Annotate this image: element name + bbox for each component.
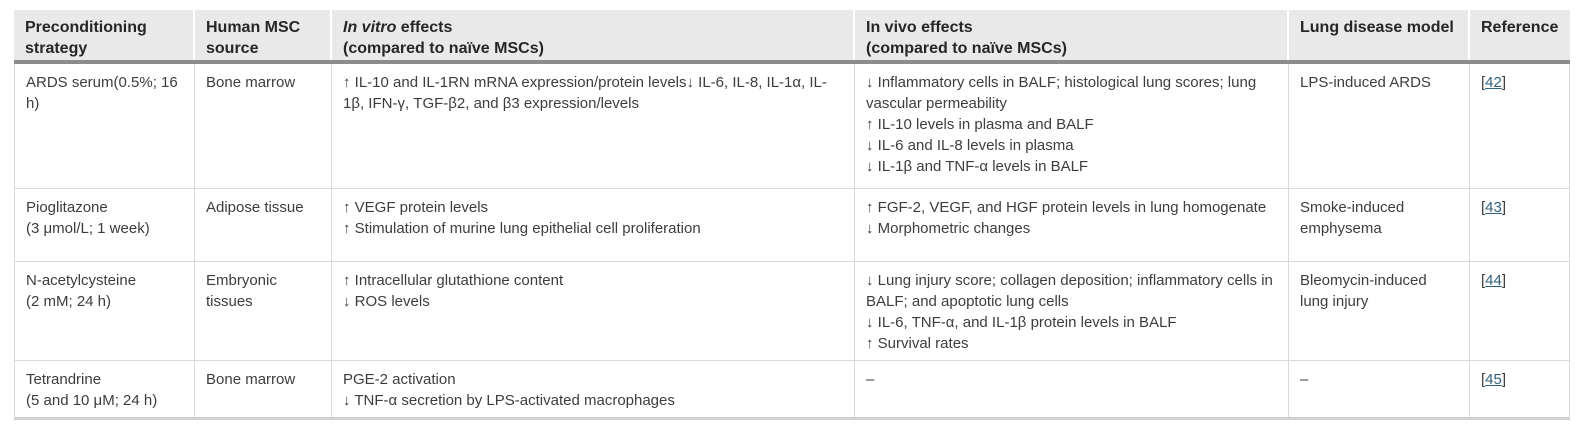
cell-strategy: N-acetylcysteine (2 mM; 24 h)	[15, 262, 194, 360]
cell-model: LPS-induced ARDS	[1288, 64, 1469, 188]
ref-bracket-open: [	[1481, 371, 1486, 388]
ref-bracket-open: [	[1481, 272, 1486, 289]
effect-line: ↑ IL-10 and IL-1RN mRNA expression/prote…	[343, 74, 827, 112]
cell-model: Bleomycin-induced lung injury	[1288, 262, 1469, 360]
strategy-text: Pioglitazone	[26, 199, 108, 216]
ref-bracket-close: ]	[1501, 199, 1507, 216]
header-in-vitro-italic: In vitro	[343, 19, 397, 36]
ref-bracket-open: [	[1481, 199, 1486, 216]
cell-model: Smoke-induced emphysema	[1288, 189, 1469, 261]
effect-line: ↓ Morphometric changes	[866, 220, 1031, 237]
cell-source: Bone marrow	[194, 64, 331, 188]
cell-model: –	[1288, 361, 1469, 417]
cell-source: Adipose tissue	[194, 189, 331, 261]
cell-in-vitro: ↑ IL-10 and IL-1RN mRNA expression/prote…	[331, 64, 854, 188]
msc-preconditioning-table: Preconditioning strategy Human MSC sourc…	[14, 10, 1570, 420]
effect-line: –	[866, 371, 875, 388]
cell-reference: [44]	[1469, 262, 1571, 360]
reference-link-42[interactable]: 42	[1485, 74, 1502, 91]
effect-line: PGE-2 activation	[343, 371, 456, 388]
reference-link-43[interactable]: 43	[1485, 199, 1502, 216]
effect-line: ↓ ROS levels	[343, 293, 430, 310]
effect-line: ↑ IL-10 levels in plasma and BALF	[866, 116, 1094, 133]
cell-reference: [45]	[1469, 361, 1571, 417]
effect-line: ↑ FGF-2, VEGF, and HGF protein levels in…	[866, 199, 1267, 216]
strategy-detail: (5 and 10 μM; 24 h)	[26, 392, 158, 409]
effect-line: ↓ IL-1β and TNF-α levels in BALF	[866, 158, 1089, 175]
header-lung-disease-model: Lung disease model	[1287, 10, 1468, 60]
effect-line: ↓ Inflammatory cells in BALF; histologic…	[866, 74, 1257, 112]
cell-in-vivo: ↓ Lung injury score; collagen deposition…	[854, 262, 1288, 360]
table-body: ARDS serum(0.5%; 16 h) Bone marrow ↑ IL-…	[14, 64, 1570, 417]
table-row: Pioglitazone (3 μmol/L; 1 week) Adipose …	[15, 188, 1569, 261]
ref-bracket-close: ]	[1501, 371, 1507, 388]
header-human-msc-source: Human MSC source	[193, 10, 330, 60]
header-in-vitro-subtitle: (compared to naïve MSCs)	[343, 40, 544, 57]
strategy-detail: (2 mM; 24 h)	[26, 293, 112, 310]
effect-line: ↓ IL-6, TNF-α, and IL-1β protein levels …	[866, 314, 1177, 331]
table-row: ARDS serum(0.5%; 16 h) Bone marrow ↑ IL-…	[15, 64, 1569, 188]
effect-line: ↓ TNF-α secretion by LPS-activated macro…	[343, 392, 675, 409]
effect-line: ↑ Intracellular glutathione content	[343, 272, 564, 289]
cell-strategy: ARDS serum(0.5%; 16 h)	[15, 64, 194, 188]
cell-reference: [42]	[1469, 64, 1571, 188]
table-header-row: Preconditioning strategy Human MSC sourc…	[14, 10, 1570, 64]
effect-line: ↑ Survival rates	[866, 335, 969, 352]
cell-strategy: Tetrandrine (5 and 10 μM; 24 h)	[15, 361, 194, 417]
header-in-vitro-effects: In vitro effects (compared to naïve MSCs…	[330, 10, 853, 60]
ref-bracket-open: [	[1481, 74, 1486, 91]
reference-link-44[interactable]: 44	[1485, 272, 1502, 289]
cell-in-vivo: ↓ Inflammatory cells in BALF; histologic…	[854, 64, 1288, 188]
header-in-vivo-line1: In vivo effects	[866, 19, 973, 36]
cell-source: Embryonic tissues	[194, 262, 331, 360]
table-row: N-acetylcysteine (2 mM; 24 h) Embryonic …	[15, 261, 1569, 360]
header-in-vivo-subtitle: (compared to naïve MSCs)	[866, 40, 1067, 57]
effect-line: ↑ Stimulation of murine lung epithelial …	[343, 220, 701, 237]
header-in-vitro-rest: effects	[400, 19, 453, 36]
ref-bracket-close: ]	[1501, 74, 1507, 91]
header-preconditioning-strategy: Preconditioning strategy	[25, 19, 147, 57]
cell-in-vivo: ↑ FGF-2, VEGF, and HGF protein levels in…	[854, 189, 1288, 261]
strategy-detail: (3 μmol/L; 1 week)	[26, 220, 150, 237]
cell-strategy: Pioglitazone (3 μmol/L; 1 week)	[15, 189, 194, 261]
header-reference: Reference	[1468, 10, 1570, 60]
strategy-text: N-acetylcysteine	[26, 272, 137, 289]
effect-line: ↑ VEGF protein levels	[343, 199, 489, 216]
effect-line: ↓ Lung injury score; collagen deposition…	[866, 272, 1273, 310]
table-row: Tetrandrine (5 and 10 μM; 24 h) Bone mar…	[15, 360, 1569, 417]
cell-in-vivo: –	[854, 361, 1288, 417]
strategy-text: ARDS serum(0.5%; 16 h)	[26, 74, 178, 112]
header-in-vivo-effects: In vivo effects (compared to naïve MSCs)	[853, 10, 1287, 60]
strategy-text: Tetrandrine	[26, 371, 102, 388]
cell-in-vitro: ↑ Intracellular glutathione content ↓ RO…	[331, 262, 854, 360]
cell-in-vitro: PGE-2 activation ↓ TNF-α secretion by LP…	[331, 361, 854, 417]
cell-in-vitro: ↑ VEGF protein levels ↑ Stimulation of m…	[331, 189, 854, 261]
cell-source: Bone marrow	[194, 361, 331, 417]
reference-link-45[interactable]: 45	[1485, 371, 1502, 388]
ref-bracket-close: ]	[1501, 272, 1507, 289]
effect-line: ↓ IL-6 and IL-8 levels in plasma	[866, 137, 1074, 154]
cell-reference: [43]	[1469, 189, 1571, 261]
